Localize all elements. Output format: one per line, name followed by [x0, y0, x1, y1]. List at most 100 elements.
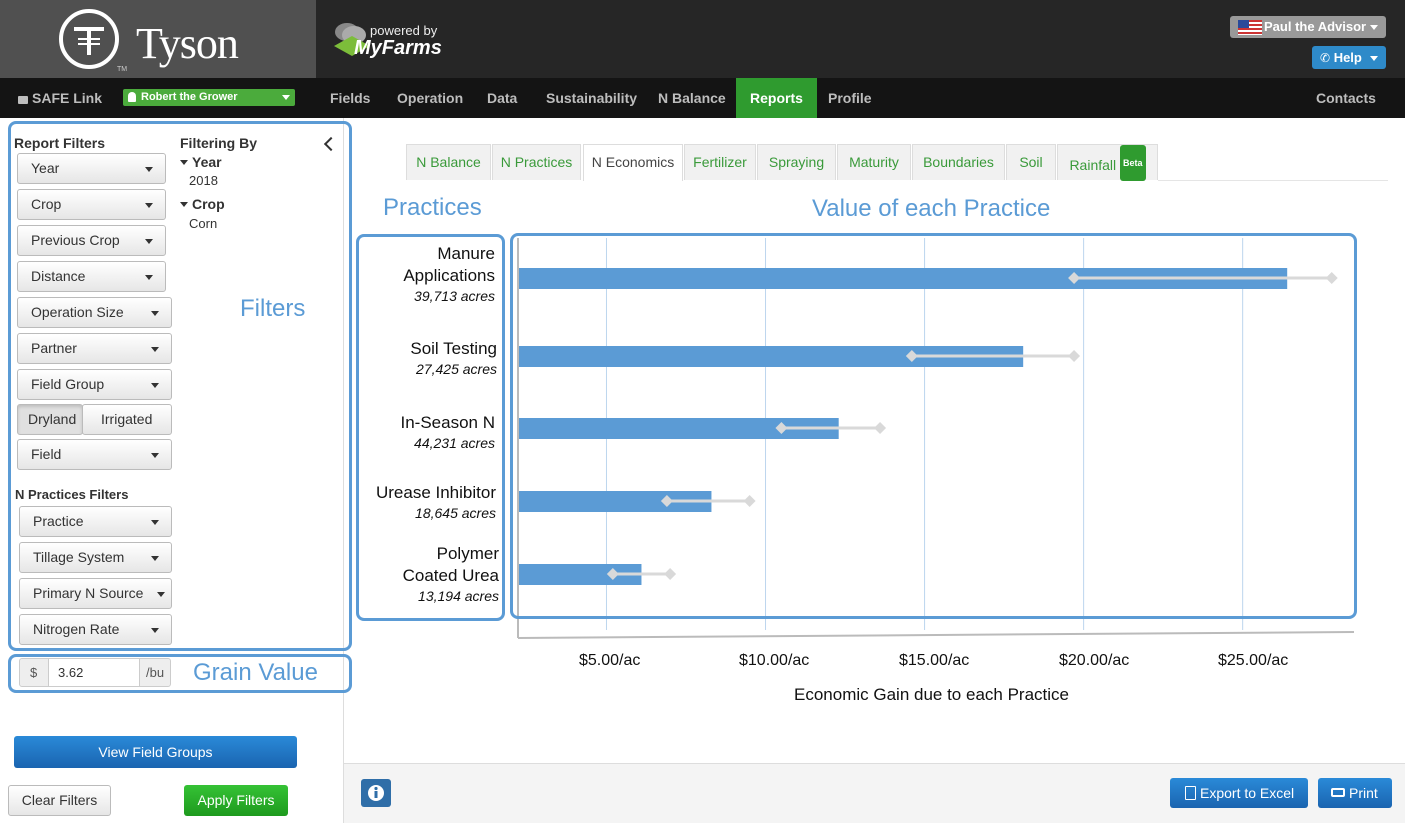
tab-rainfall-label: Rainfall	[1069, 157, 1117, 173]
irrigated-toggle[interactable]: Irrigated	[82, 404, 172, 435]
nav-operation[interactable]: Operation	[397, 90, 464, 106]
nitrogen-rate-filter[interactable]: Nitrogen Rate	[19, 614, 172, 645]
bar	[519, 346, 1024, 367]
practice-label-line: Polymer	[436, 544, 499, 563]
print-label: Print	[1349, 785, 1378, 801]
practice-label-urease-inhibitor: Urease Inhibitor	[375, 483, 496, 502]
caret-down-icon	[151, 383, 159, 388]
x-tick-label: $5.00/ac	[579, 652, 641, 669]
previous-crop-filter[interactable]: Previous Crop	[17, 225, 166, 256]
brand-tm: TM	[117, 66, 128, 73]
nav-sustainability[interactable]: Sustainability	[546, 90, 638, 106]
practice-filter-label: Practice	[33, 513, 84, 529]
range-marker	[660, 495, 673, 507]
tab-spraying[interactable]: Spraying	[757, 144, 836, 180]
bar	[519, 418, 839, 439]
x-tick-label: $10.00/ac	[739, 652, 810, 669]
caret-down-icon	[151, 347, 159, 352]
field-filter-label: Field	[31, 446, 62, 462]
previous-crop-filter-label: Previous Crop	[31, 232, 120, 248]
range-marker	[743, 495, 756, 507]
tab-maturity[interactable]: Maturity	[837, 144, 911, 180]
crop-filter[interactable]: Crop	[17, 189, 166, 220]
partner-filter[interactable]: Partner	[17, 333, 172, 364]
clear-filters-button[interactable]: Clear Filters	[8, 785, 111, 816]
practice-label-line: Coated Urea	[402, 566, 499, 585]
caret-down-icon	[151, 520, 159, 525]
nav-fields[interactable]: Fields	[330, 90, 371, 106]
help-button[interactable]: ✆ Help	[1312, 46, 1386, 69]
partner-filter-label: Partner	[31, 340, 77, 356]
tillage-system-filter[interactable]: Tillage System	[19, 542, 172, 573]
help-label: Help	[1333, 50, 1362, 65]
tab-n-balance[interactable]: N Balance	[406, 144, 491, 180]
year-filter[interactable]: Year	[17, 153, 166, 184]
nav-contacts[interactable]: Contacts	[1316, 90, 1376, 106]
practice-label-soil-testing: Soil Testing	[410, 339, 497, 358]
nav-n-balance[interactable]: N Balance	[658, 90, 726, 106]
tyson-emblem-icon	[59, 9, 119, 69]
powered-by-text: powered by	[370, 23, 438, 38]
grain-value-input[interactable]	[48, 658, 140, 687]
practice-label-line: Manure	[437, 244, 495, 263]
grower-name: Robert the Grower	[141, 91, 238, 103]
grain-value-group: $ /bu	[19, 658, 171, 687]
range-marker	[1068, 350, 1081, 362]
filtering-by-year[interactable]: Year	[180, 154, 222, 170]
tab-rainfall[interactable]: Rainfall Beta	[1057, 144, 1158, 181]
filtering-by-title: Filtering By	[180, 135, 258, 151]
primary-n-source-filter[interactable]: Primary N Source	[19, 578, 172, 609]
range-marker	[606, 568, 619, 580]
file-icon	[1185, 786, 1196, 800]
caret-down-icon	[151, 311, 159, 316]
tyson-logo[interactable]: Tyson TM	[0, 0, 316, 78]
caret-down-icon	[180, 160, 188, 165]
caret-down-icon	[145, 203, 153, 208]
export-excel-button[interactable]: Export to Excel	[1170, 778, 1308, 808]
x-axis-title: Economic Gain due to each Practice	[794, 685, 1069, 704]
filtering-by-year-value: 2018	[189, 173, 218, 188]
tab-n-practices[interactable]: N Practices	[492, 144, 581, 180]
caret-down-icon	[151, 628, 159, 633]
tab-n-economics[interactable]: N Economics	[583, 144, 683, 181]
range-marker	[905, 350, 918, 362]
practices-annotation: Practices	[383, 194, 482, 221]
crop-filter-label: Crop	[31, 196, 62, 212]
practice-filter[interactable]: Practice	[19, 506, 172, 537]
filtering-by-crop[interactable]: Crop	[180, 196, 225, 212]
tab-bar-line	[1158, 180, 1388, 181]
info-button[interactable]	[361, 779, 391, 807]
grain-value-annotation: Grain Value	[193, 659, 318, 686]
print-button[interactable]: Print	[1318, 778, 1392, 808]
user-menu-button[interactable]: Paul the Advisor	[1230, 16, 1386, 38]
field-filter[interactable]: Field	[17, 439, 172, 470]
value-annotation: Value of each Practice	[812, 195, 1051, 222]
distance-filter[interactable]: Distance	[17, 261, 166, 292]
tab-fertilizer[interactable]: Fertilizer	[684, 144, 756, 180]
nav-reports[interactable]: Reports	[736, 78, 817, 118]
operation-size-filter[interactable]: Operation Size	[17, 297, 172, 328]
operation-size-filter-label: Operation Size	[31, 304, 124, 320]
apply-filters-button[interactable]: Apply Filters	[184, 785, 288, 816]
safe-link[interactable]: SAFE Link	[18, 78, 102, 118]
filtering-by-year-label: Year	[192, 154, 222, 170]
bar	[519, 564, 642, 585]
primary-n-source-filter-label: Primary N Source	[33, 585, 144, 601]
view-field-groups-button[interactable]: View Field Groups	[14, 736, 297, 768]
dryland-toggle[interactable]: Dryland	[17, 404, 83, 435]
us-flag-icon	[1238, 20, 1262, 35]
field-group-filter[interactable]: Field Group	[17, 369, 172, 400]
grower-select[interactable]: Robert the Grower	[123, 89, 295, 106]
range-marker	[664, 568, 677, 580]
x-tick-label: $15.00/ac	[899, 652, 970, 669]
tab-soil[interactable]: Soil	[1006, 144, 1056, 180]
tab-boundaries[interactable]: Boundaries	[912, 144, 1005, 180]
printer-icon	[1331, 788, 1345, 797]
nav-profile[interactable]: Profile	[828, 90, 872, 106]
practice-acres: 18,645 acres	[415, 505, 496, 521]
nav-data[interactable]: Data	[487, 90, 518, 106]
caret-down-icon	[157, 592, 165, 597]
caret-down-icon	[180, 202, 188, 207]
x-axis-line	[517, 631, 1355, 639]
